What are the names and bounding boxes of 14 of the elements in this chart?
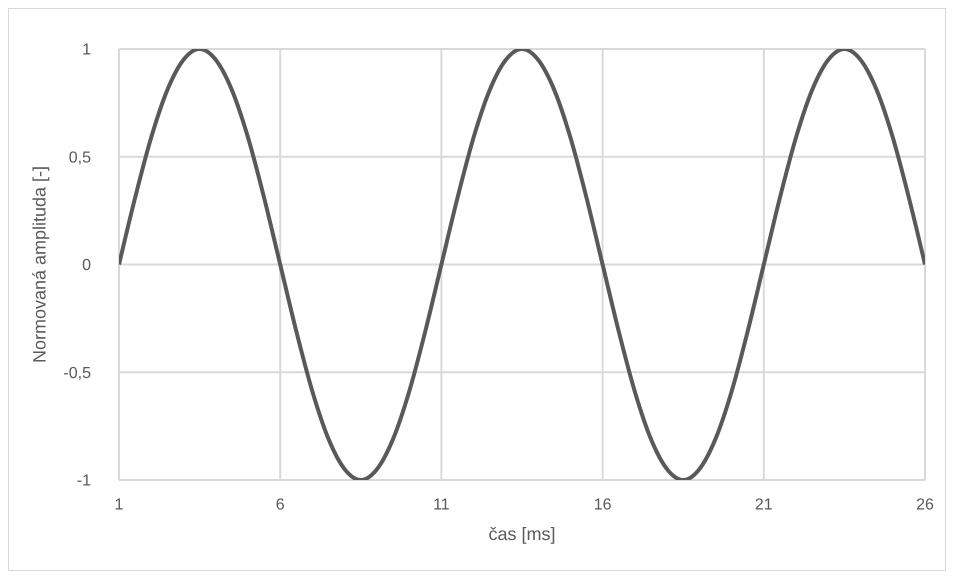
x-axis-title: čas [ms] bbox=[488, 524, 556, 544]
x-tick-label: 1 bbox=[114, 496, 124, 514]
y-tick-label: 1 bbox=[82, 42, 92, 59]
y-tick-label: -0,5 bbox=[63, 364, 92, 382]
x-tick-label: 6 bbox=[276, 496, 285, 514]
x-tick-label: 21 bbox=[754, 496, 773, 514]
x-tick-label: 26 bbox=[916, 496, 934, 514]
y-tick-label: 0 bbox=[82, 257, 92, 274]
line-series bbox=[119, 49, 925, 480]
x-tick-label: 16 bbox=[594, 496, 612, 514]
y-tick-label: -1 bbox=[76, 472, 92, 490]
y-axis-title: Normovaná amplituda [-] bbox=[29, 166, 50, 364]
x-tick-label: 11 bbox=[433, 496, 450, 514]
y-tick-label: 0,5 bbox=[68, 149, 92, 166]
